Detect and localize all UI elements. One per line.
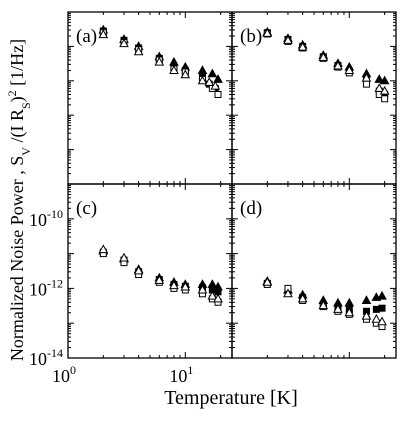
data-point-open-triangle bbox=[204, 77, 215, 86]
data-point-filled-triangle bbox=[207, 68, 218, 78]
data-point-open-triangle bbox=[283, 288, 293, 298]
x-tick-label: 100 bbox=[52, 363, 76, 386]
data-point-open-triangle bbox=[297, 293, 308, 303]
data-point-open-triangle bbox=[119, 38, 129, 48]
data-point-filled-triangle bbox=[207, 279, 218, 288]
data-point-filled-triangle bbox=[377, 290, 387, 300]
data-point-open-triangle bbox=[262, 277, 273, 286]
data-point-open-triangle bbox=[210, 80, 221, 90]
data-point-open-triangle bbox=[333, 60, 343, 70]
data-point-filled-triangle bbox=[361, 295, 372, 304]
panel-label: (b) bbox=[240, 26, 262, 47]
y-axis-label: Normalized Noise Power , SV /(I RS)2 [1/… bbox=[5, 39, 33, 361]
data-point-filled-triangle bbox=[379, 75, 390, 85]
data-point-open-triangle bbox=[361, 310, 372, 320]
data-point-open-square bbox=[381, 95, 389, 103]
y-tick-label: 10-14 bbox=[29, 346, 63, 369]
data-point-filled-triangle bbox=[197, 65, 208, 74]
panels-layer bbox=[67, 11, 397, 359]
data-point-filled-triangle bbox=[213, 281, 223, 291]
data-point-open-square bbox=[214, 90, 222, 98]
data-point-filled-square bbox=[378, 304, 386, 312]
data-point-open-triangle bbox=[374, 83, 385, 92]
data-point-open-triangle bbox=[207, 290, 218, 300]
data-point-open-triangle bbox=[98, 244, 109, 254]
data-point-open-triangle bbox=[262, 28, 273, 37]
data-point-open-triangle bbox=[133, 46, 144, 56]
data-point-open-triangle bbox=[154, 56, 165, 66]
data-point-open-triangle bbox=[371, 314, 382, 323]
data-point-open-triangle bbox=[197, 284, 208, 294]
x-tick-label: 101 bbox=[169, 363, 193, 386]
y-tick-label: 10-12 bbox=[29, 276, 63, 299]
data-point-filled-square bbox=[372, 305, 380, 313]
panel-label: (c) bbox=[76, 198, 97, 219]
data-point-open-triangle bbox=[344, 65, 355, 74]
panel-label: (a) bbox=[76, 26, 97, 47]
x-axis-label: Temperature [K] bbox=[164, 387, 298, 409]
data-point-filled-triangle bbox=[374, 74, 385, 83]
marks-layer bbox=[98, 24, 390, 331]
data-point-open-triangle bbox=[169, 280, 179, 290]
data-point-open-triangle bbox=[344, 307, 355, 317]
data-point-open-triangle bbox=[318, 300, 329, 310]
data-point-open-triangle bbox=[379, 85, 390, 95]
panel-label: (d) bbox=[240, 198, 262, 219]
data-point-open-triangle bbox=[213, 293, 223, 303]
data-point-filled-triangle bbox=[169, 56, 179, 66]
data-point-open-triangle bbox=[180, 69, 191, 79]
data-point-open-square bbox=[362, 80, 370, 88]
data-point-open-triangle bbox=[98, 29, 109, 39]
data-point-open-triangle bbox=[169, 65, 179, 74]
data-point-open-triangle bbox=[361, 72, 372, 82]
data-point-open-triangle bbox=[119, 252, 129, 262]
data-point-open-triangle bbox=[297, 41, 308, 51]
data-point-filled-triangle bbox=[344, 297, 355, 307]
data-point-open-triangle bbox=[197, 75, 208, 85]
data-point-open-triangle bbox=[180, 281, 191, 291]
data-point-open-triangle bbox=[333, 304, 343, 313]
data-point-filled-triangle bbox=[213, 74, 223, 83]
data-point-open-triangle bbox=[377, 316, 387, 326]
data-point-open-triangle bbox=[154, 275, 165, 284]
data-point-open-triangle bbox=[318, 52, 329, 61]
y-tick-label: 10-10 bbox=[29, 207, 63, 230]
data-point-open-triangle bbox=[133, 265, 144, 275]
data-point-open-triangle bbox=[283, 35, 293, 44]
